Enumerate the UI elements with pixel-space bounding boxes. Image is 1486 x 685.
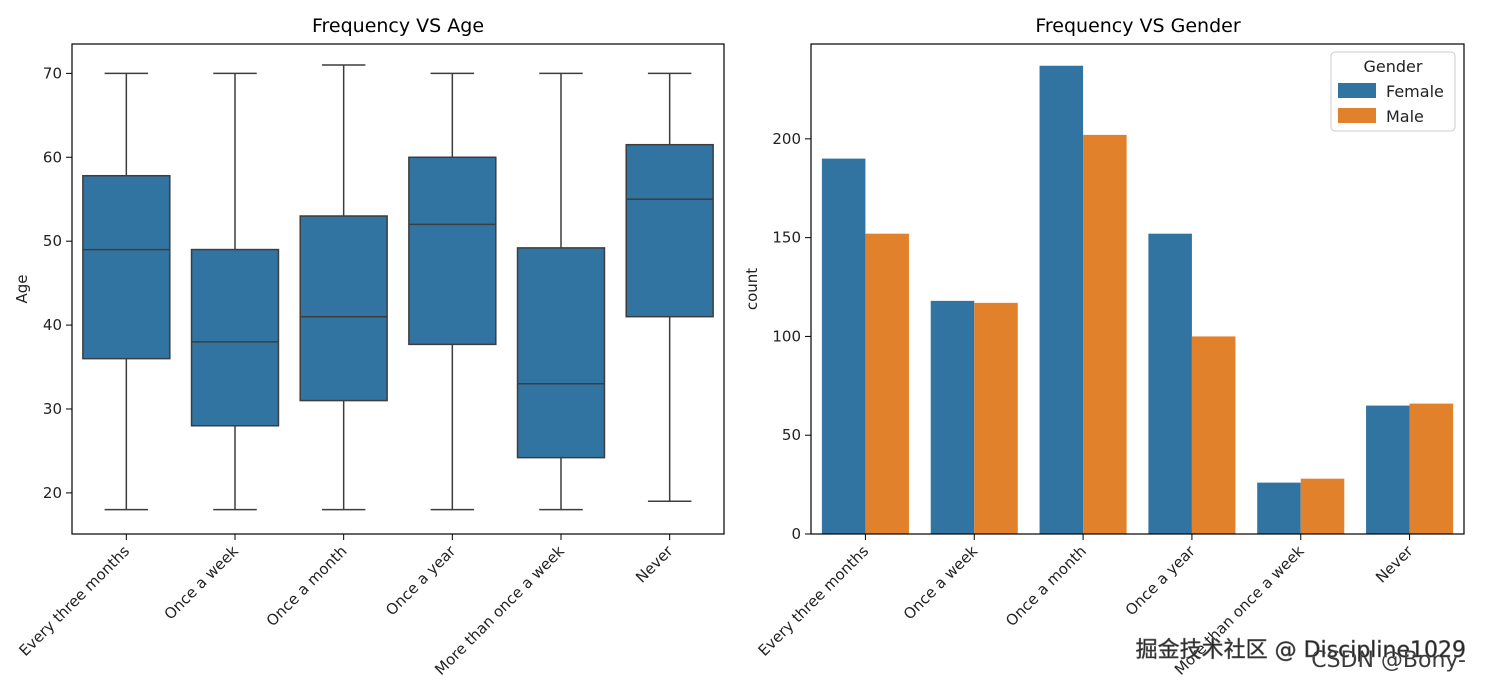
x-tick-label: More than once a week	[431, 542, 568, 679]
y-tick-label: 60	[43, 148, 62, 166]
bar-female-never	[1366, 405, 1410, 534]
bar-female-more-than-once-a-week	[1257, 482, 1301, 534]
box-plot-age: Frequency VS Age 20 30 40 50 60 70 Every thre…	[13, 15, 725, 679]
box-every-three-months	[82, 72, 171, 511]
bar-male-never	[1409, 403, 1454, 534]
bar-female-once-a-year	[1148, 233, 1192, 534]
right-chart-title: Frequency VS Gender	[1035, 15, 1240, 37]
x-tick-label: Once a year	[1122, 542, 1200, 620]
y-tick-label: 50	[43, 232, 62, 250]
y-tick-label: 40	[43, 316, 62, 334]
box-every-three-months-iqr	[82, 174, 171, 360]
legend-label-male: Male	[1386, 107, 1424, 126]
x-tick-label: Never	[1372, 542, 1417, 587]
x-axis-left: Every three months Once a week Once a mont…	[16, 534, 677, 679]
y-axis-label-count: count	[743, 268, 761, 310]
bar-female-every-three-months	[821, 158, 866, 534]
y-axis-label-age: Age	[13, 274, 31, 303]
box-once-a-year	[408, 72, 497, 511]
box-once-a-week	[190, 72, 280, 511]
y-tick-label: 200	[772, 130, 801, 148]
bar-chart-gender: Frequency VS Gender 0 50 100 150 200 Every t…	[743, 15, 1465, 679]
left-chart-title: Frequency VS Age	[312, 15, 484, 37]
bar-male-every-three-months	[865, 233, 909, 534]
box-once-a-year-iqr	[408, 156, 497, 346]
x-tick-label: Once a year	[382, 542, 460, 620]
y-tick-label: 0	[791, 525, 801, 543]
box-never-iqr	[625, 143, 714, 318]
legend-swatch-male	[1338, 108, 1376, 123]
y-tick-label: 50	[782, 426, 801, 444]
bar-female-once-a-month	[1039, 65, 1084, 534]
x-tick-label: Once a month	[1002, 542, 1090, 630]
box-once-a-month-iqr	[299, 215, 388, 402]
bar-male-once-a-year	[1191, 336, 1236, 534]
legend: Gender Female Male	[1330, 51, 1456, 132]
watermark-csdn: CSDN @Bony-	[1311, 648, 1466, 673]
legend-label-female: Female	[1386, 82, 1444, 101]
right-plot-frame	[810, 43, 1465, 535]
x-tick-label: Every three months	[16, 542, 134, 660]
legend-title: Gender	[1364, 57, 1423, 76]
x-tick-label: Every three months	[755, 542, 873, 660]
bar-male-once-a-month	[1083, 134, 1127, 535]
bar-male-once-a-week	[974, 302, 1018, 534]
bar-male-more-than-once-a-week	[1300, 478, 1345, 534]
watermark-juejin: 掘金技术社区 @ Discipline1029	[1136, 638, 1466, 663]
x-tick-label: Once a week	[161, 542, 242, 623]
box-more-than-once-a-week	[516, 72, 606, 511]
y-tick-label: 30	[43, 400, 62, 418]
box-never	[625, 72, 714, 503]
box-more-than-once-a-week-iqr	[516, 247, 606, 459]
y-tick-label: 150	[772, 229, 801, 247]
left-plot-frame	[71, 43, 725, 535]
y-axis-left: 20 30 40 50 60 70	[43, 64, 72, 502]
box-once-a-month	[299, 64, 388, 511]
bar-female-once-a-week	[930, 300, 975, 534]
box-once-a-week-iqr	[190, 248, 280, 427]
x-tick-label: Once a week	[900, 542, 981, 623]
bar-series	[821, 65, 1454, 535]
x-tick-label: Never	[632, 542, 677, 587]
x-tick-label: Once a month	[263, 542, 351, 630]
legend-swatch-female	[1338, 83, 1376, 98]
y-tick-label: 20	[43, 484, 62, 502]
y-tick-label: 70	[43, 64, 62, 82]
box-series	[82, 64, 714, 511]
y-tick-label: 100	[772, 327, 801, 345]
y-axis-right: 0 50 100 150 200	[772, 130, 811, 543]
